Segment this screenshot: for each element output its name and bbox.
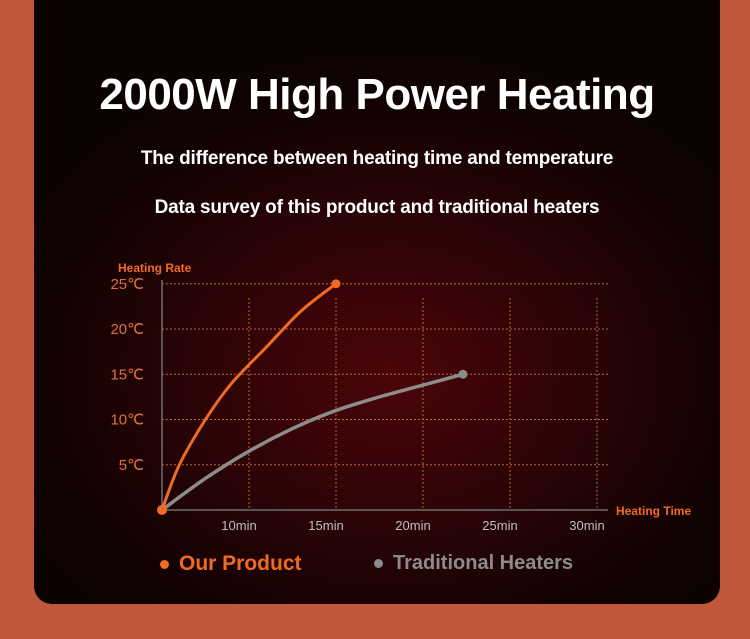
x-tick-label: 10min — [221, 518, 256, 533]
page-title: 2000W High Power Heating — [99, 70, 655, 119]
legend-label-traditional-heaters: Traditional Heaters — [393, 552, 574, 574]
legend-dot-traditional-heaters — [374, 559, 383, 568]
origin-point — [157, 505, 167, 515]
series-line-our-product — [160, 282, 338, 512]
legend-label-our-product: Our Product — [179, 552, 302, 575]
legend-dot-our-product — [160, 559, 169, 569]
y-tick-label: 20℃ — [110, 321, 144, 338]
tick-labels: 5℃ 10℃ 15℃ 20℃ 25℃ 10min 15min 20min 25min 30min — [110, 276, 604, 533]
axes — [161, 280, 608, 511]
y-tick-label: 25℃ — [110, 276, 144, 293]
series-endpoint-traditional-heaters — [458, 369, 468, 379]
y-tick-label: 15℃ — [110, 366, 144, 383]
x-tick-label: 25min — [482, 518, 517, 533]
x-tick-label: 20min — [395, 518, 430, 533]
subtitle-difference: The difference between heating time and … — [140, 148, 614, 169]
legend-traditional-heaters: Traditional Heaters — [374, 552, 573, 575]
subtitle-survey: Data survey of this product and traditio… — [154, 197, 600, 218]
x-tick-label: 30min — [569, 518, 604, 533]
chart-panel: 2000W High Power Heating The difference … — [34, 0, 720, 604]
y-tick-label: 5℃ — [119, 457, 144, 474]
series-endpoint-our-product — [331, 279, 341, 289]
grid — [162, 283, 608, 510]
series-line-traditional-heaters — [160, 372, 465, 512]
x-axis-label: Heating Time — [616, 504, 691, 518]
x-tick-label: 15min — [308, 518, 343, 533]
legend-our-product: Our Product — [160, 552, 302, 576]
y-axis-label: Heating Rate — [118, 261, 192, 275]
y-tick-label: 10℃ — [110, 412, 144, 429]
series — [157, 279, 468, 515]
